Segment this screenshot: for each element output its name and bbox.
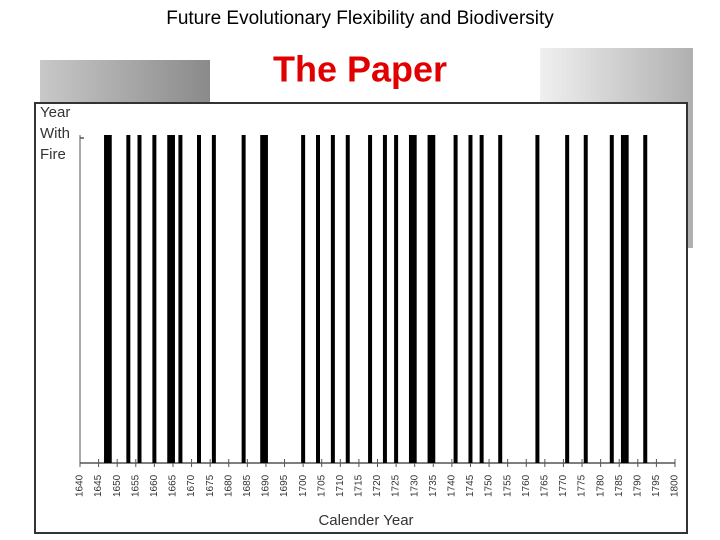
x-tick-label: 1645 bbox=[93, 474, 104, 497]
x-tick-label: 1705 bbox=[316, 474, 327, 497]
x-tick-label: 1795 bbox=[651, 474, 662, 497]
x-tick-label: 1660 bbox=[149, 474, 160, 497]
x-tick-label: 1780 bbox=[595, 474, 606, 497]
x-tick-label: 1690 bbox=[261, 474, 272, 497]
x-tick-label: 1695 bbox=[279, 474, 290, 497]
x-tick-label: 1665 bbox=[168, 474, 179, 497]
x-tick-label: 1725 bbox=[391, 474, 402, 497]
x-tick-label: 1755 bbox=[502, 474, 513, 497]
chart-frame bbox=[34, 102, 688, 534]
y-axis-label: Year With Fire bbox=[40, 104, 70, 163]
x-tick-label: 1675 bbox=[205, 474, 216, 497]
x-tick-label: 1715 bbox=[354, 474, 365, 497]
x-tick-label: 1650 bbox=[112, 474, 123, 497]
x-tick-label: 1680 bbox=[223, 474, 234, 497]
x-tick-label: 1670 bbox=[186, 474, 197, 497]
x-tick-label: 1720 bbox=[372, 474, 383, 497]
x-tick-label: 1745 bbox=[465, 474, 476, 497]
x-tick-label: 1730 bbox=[409, 474, 420, 497]
x-tick-label: 1785 bbox=[614, 474, 625, 497]
x-tick-label: 1685 bbox=[242, 474, 253, 497]
chart: Year With Fire Calender Year 1640 1645 1650 1… bbox=[40, 104, 681, 529]
x-tick-label: 1735 bbox=[428, 474, 439, 497]
x-tick-label: 1655 bbox=[130, 474, 141, 497]
x-tick-label: 1800 bbox=[670, 474, 681, 497]
slide-title: Future Evolutionary Flexibility and Biod… bbox=[166, 8, 554, 29]
x-tick-label: 1750 bbox=[484, 474, 495, 497]
x-tick-label: 1760 bbox=[521, 474, 532, 497]
x-tick-label: 1775 bbox=[577, 474, 588, 497]
slide-subtitle: The Paper bbox=[273, 49, 447, 90]
x-tick-label: 1700 bbox=[298, 474, 309, 497]
x-tick-label: 1710 bbox=[335, 474, 346, 497]
background-image bbox=[40, 60, 210, 105]
x-tick-label: 1640 bbox=[75, 474, 86, 497]
x-tick-label: 1790 bbox=[632, 474, 643, 497]
x-tick-label: 1770 bbox=[558, 474, 569, 497]
x-tick-label: 1765 bbox=[539, 474, 550, 497]
x-axis-label: Calender Year bbox=[318, 512, 413, 529]
x-tick-label: 1740 bbox=[447, 474, 458, 497]
